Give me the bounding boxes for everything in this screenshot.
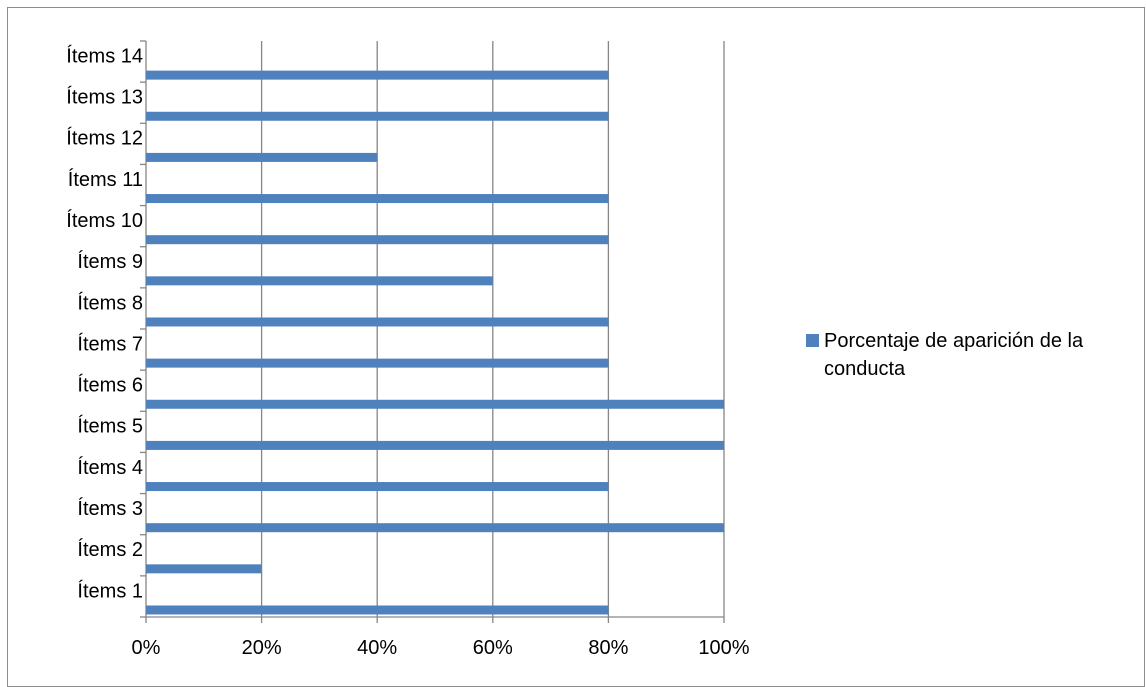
- y-category-label: Ítems 3: [77, 497, 143, 520]
- bar: [146, 605, 609, 615]
- bar: [146, 440, 724, 450]
- y-category-label: Ítems 5: [77, 415, 143, 438]
- bar: [146, 235, 609, 245]
- chart-frame: 0% 20% 40% 60% 80% 100% Ítems 1 Ítems 2 Ítems 3 Í…: [7, 7, 1145, 687]
- bar-chart-plot: 0% 20% 40% 60% 80% 100% Ítems 1 Ítems 2 Ítems 3 Í…: [66, 40, 750, 659]
- bar: [146, 482, 609, 492]
- y-category-label: Ítems 14: [66, 44, 143, 67]
- y-category-label: Ítems 4: [77, 456, 143, 479]
- y-category-label: Ítems 11: [68, 168, 143, 191]
- x-tick-label: 100%: [698, 637, 749, 659]
- y-category-label: Ítems 2: [77, 538, 143, 561]
- x-tick-label: 40%: [357, 637, 397, 659]
- y-category-label: Ítems 1: [77, 579, 143, 602]
- bar: [146, 564, 262, 574]
- x-tick-label: 80%: [588, 637, 628, 659]
- bar: [146, 523, 724, 533]
- x-tick-label: 0%: [132, 637, 161, 659]
- bar: [146, 70, 609, 80]
- x-tick-label: 60%: [473, 637, 513, 659]
- y-category-label: Ítems 6: [77, 374, 143, 397]
- legend-swatch: [806, 334, 819, 347]
- y-category-label: Ítems 13: [66, 86, 143, 109]
- legend: Porcentaje de aparición de la conducta: [806, 327, 1146, 383]
- bar: [146, 358, 609, 368]
- y-category-label: Ítems 10: [66, 209, 143, 232]
- bar: [146, 194, 609, 204]
- bar: [146, 111, 609, 121]
- bar: [146, 399, 724, 409]
- y-category-label: Ítems 8: [77, 291, 143, 314]
- legend-label: Porcentaje de aparición de la conducta: [824, 330, 1084, 380]
- bar: [146, 152, 378, 162]
- y-category-label: Ítems 9: [77, 250, 143, 273]
- x-tick-label: 20%: [242, 637, 282, 659]
- y-category-label: Ítems 12: [66, 127, 143, 150]
- bar: [146, 276, 493, 286]
- y-category-label: Ítems 7: [77, 332, 143, 355]
- bar: [146, 317, 609, 327]
